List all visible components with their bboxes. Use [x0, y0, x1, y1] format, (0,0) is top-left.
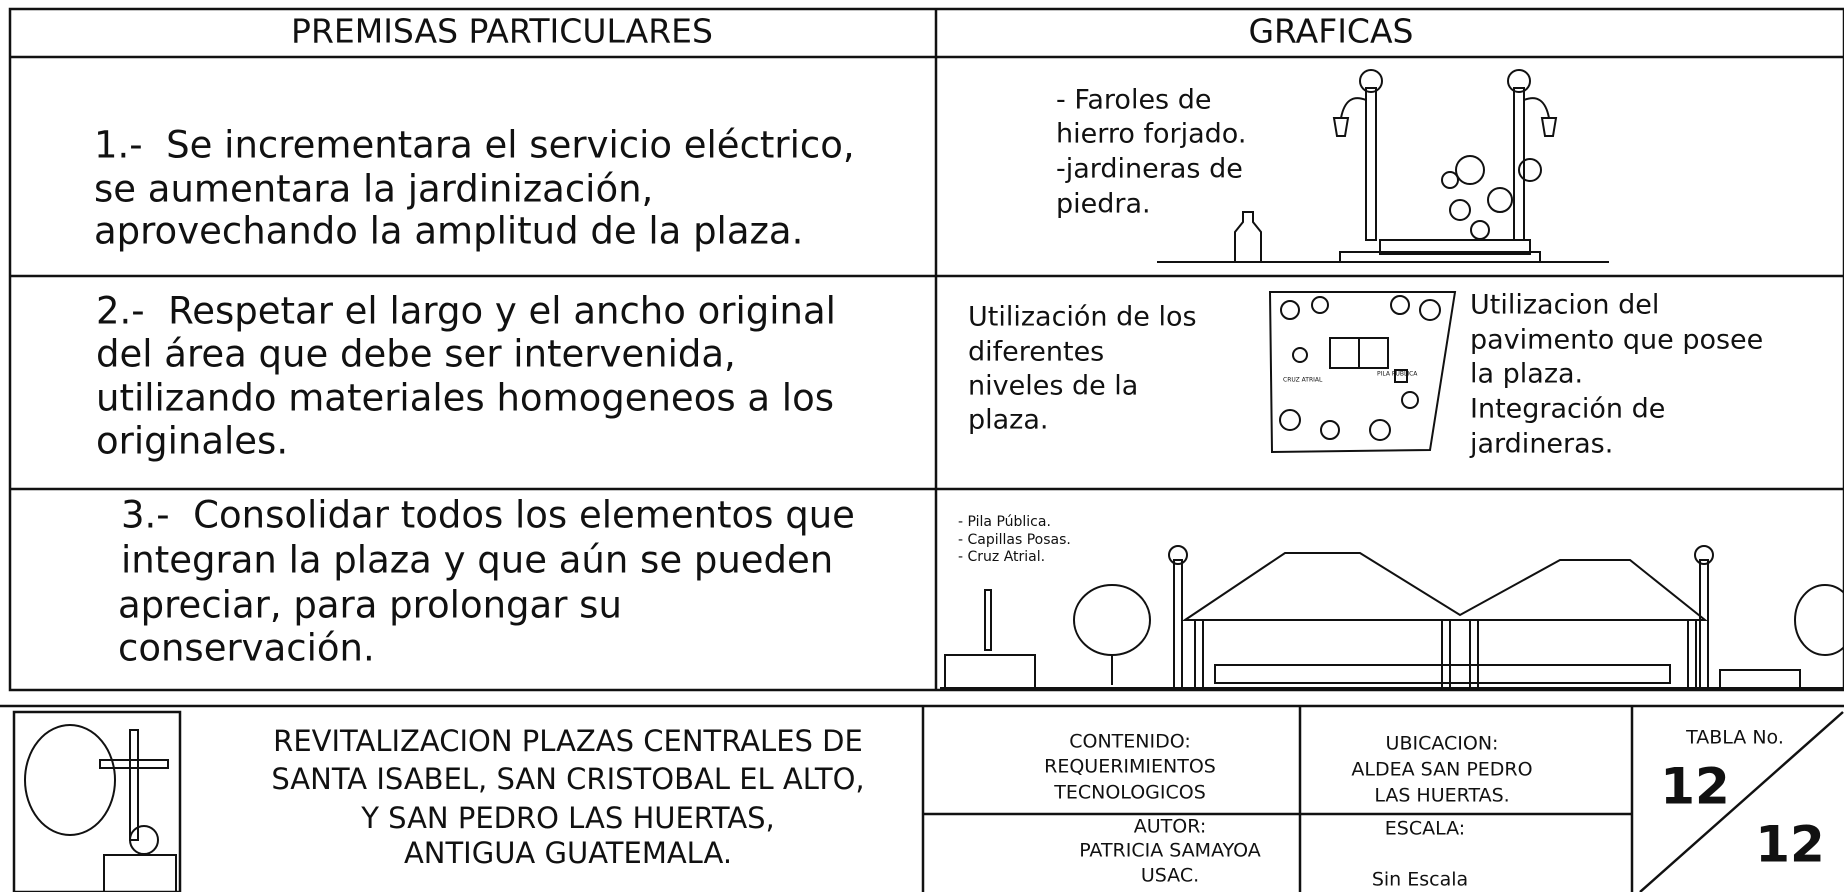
- note: la plaza.: [1470, 359, 1583, 390]
- note: niveles de la: [968, 371, 1138, 402]
- tabla-number: 12: [1660, 758, 1730, 816]
- kiosk-drawing: [940, 545, 1844, 689]
- logo: [24, 724, 177, 892]
- premise-line: 3.- Consolidar todos los elementos que: [121, 494, 855, 537]
- title-line: Y SAN PEDRO LAS HUERTAS,: [360, 801, 775, 835]
- premise-line: del área que debe ser intervenida,: [96, 333, 736, 376]
- autor: USAC.: [1141, 865, 1199, 887]
- contenido: CONTENIDO:: [1069, 731, 1191, 753]
- title-block-frame: [0, 704, 1844, 892]
- header: PREMISAS PARTICULARES: [291, 12, 713, 51]
- premise-line: se aumentara la jardinización,: [94, 168, 653, 211]
- note: jardineras.: [1469, 429, 1613, 460]
- table-frame: [8, 7, 1844, 692]
- ubicacion: UBICACION:: [1386, 733, 1499, 755]
- header: GRAFICAS: [1248, 12, 1413, 51]
- plan-drawing: [1268, 291, 1457, 454]
- tabla-total: 12: [1755, 816, 1825, 874]
- autor: AUTOR:: [1134, 816, 1206, 838]
- contenido: REQUERIMIENTOS: [1044, 756, 1216, 778]
- note: plaza.: [968, 405, 1049, 436]
- note: - Faroles de: [1056, 85, 1211, 116]
- premise-line: utilizando materiales homogeneos a los: [96, 377, 834, 420]
- title-line: REVITALIZACION PLAZAS CENTRALES DE: [273, 724, 863, 758]
- autor: PATRICIA SAMAYOA: [1079, 840, 1261, 862]
- ubicacion: ALDEA SAN PEDRO: [1351, 759, 1532, 781]
- tabla-label: TABLA No.: [1685, 727, 1784, 749]
- note: piedra.: [1056, 189, 1151, 220]
- note: pavimento que posee: [1470, 325, 1763, 356]
- premise-line: 1.- Se incrementara el servicio eléctric…: [94, 124, 855, 167]
- note: hierro forjado.: [1056, 119, 1246, 150]
- note: - Pila Pública.: [958, 514, 1051, 530]
- title-line: ANTIGUA GUATEMALA.: [404, 836, 732, 870]
- note: -jardineras de: [1056, 154, 1243, 185]
- premise-line: integran la plaza y que aún se pueden: [121, 539, 833, 582]
- note: - Capillas Posas.: [958, 532, 1071, 548]
- contenido: TECNOLOGICOS: [1053, 782, 1206, 804]
- note: Integración de: [1470, 394, 1665, 425]
- note: diferentes: [968, 337, 1104, 368]
- note: Utilización de los: [968, 302, 1197, 333]
- escala: Sin Escala: [1372, 869, 1468, 891]
- premise-line: 2.- Respetar el largo y el ancho origina…: [96, 290, 836, 333]
- note: - Cruz Atrial.: [958, 549, 1045, 565]
- premise-line: conservación.: [118, 627, 375, 670]
- plan-label: CRUZ ATRIAL: [1283, 377, 1323, 384]
- title-line: SANTA ISABEL, SAN CRISTOBAL EL ALTO,: [271, 762, 864, 796]
- note: Utilizacion del: [1470, 290, 1659, 321]
- ubicacion: LAS HUERTAS.: [1374, 785, 1509, 807]
- premise-line: aprovechando la amplitud de la plaza.: [94, 210, 803, 253]
- escala: ESCALA:: [1385, 818, 1465, 840]
- plan-label: PILA PUBLICA: [1377, 371, 1418, 378]
- premise-line: apreciar, para prolongar su: [118, 584, 622, 627]
- premise-line: originales.: [96, 420, 288, 463]
- lamp-drawing: [1157, 69, 1609, 263]
